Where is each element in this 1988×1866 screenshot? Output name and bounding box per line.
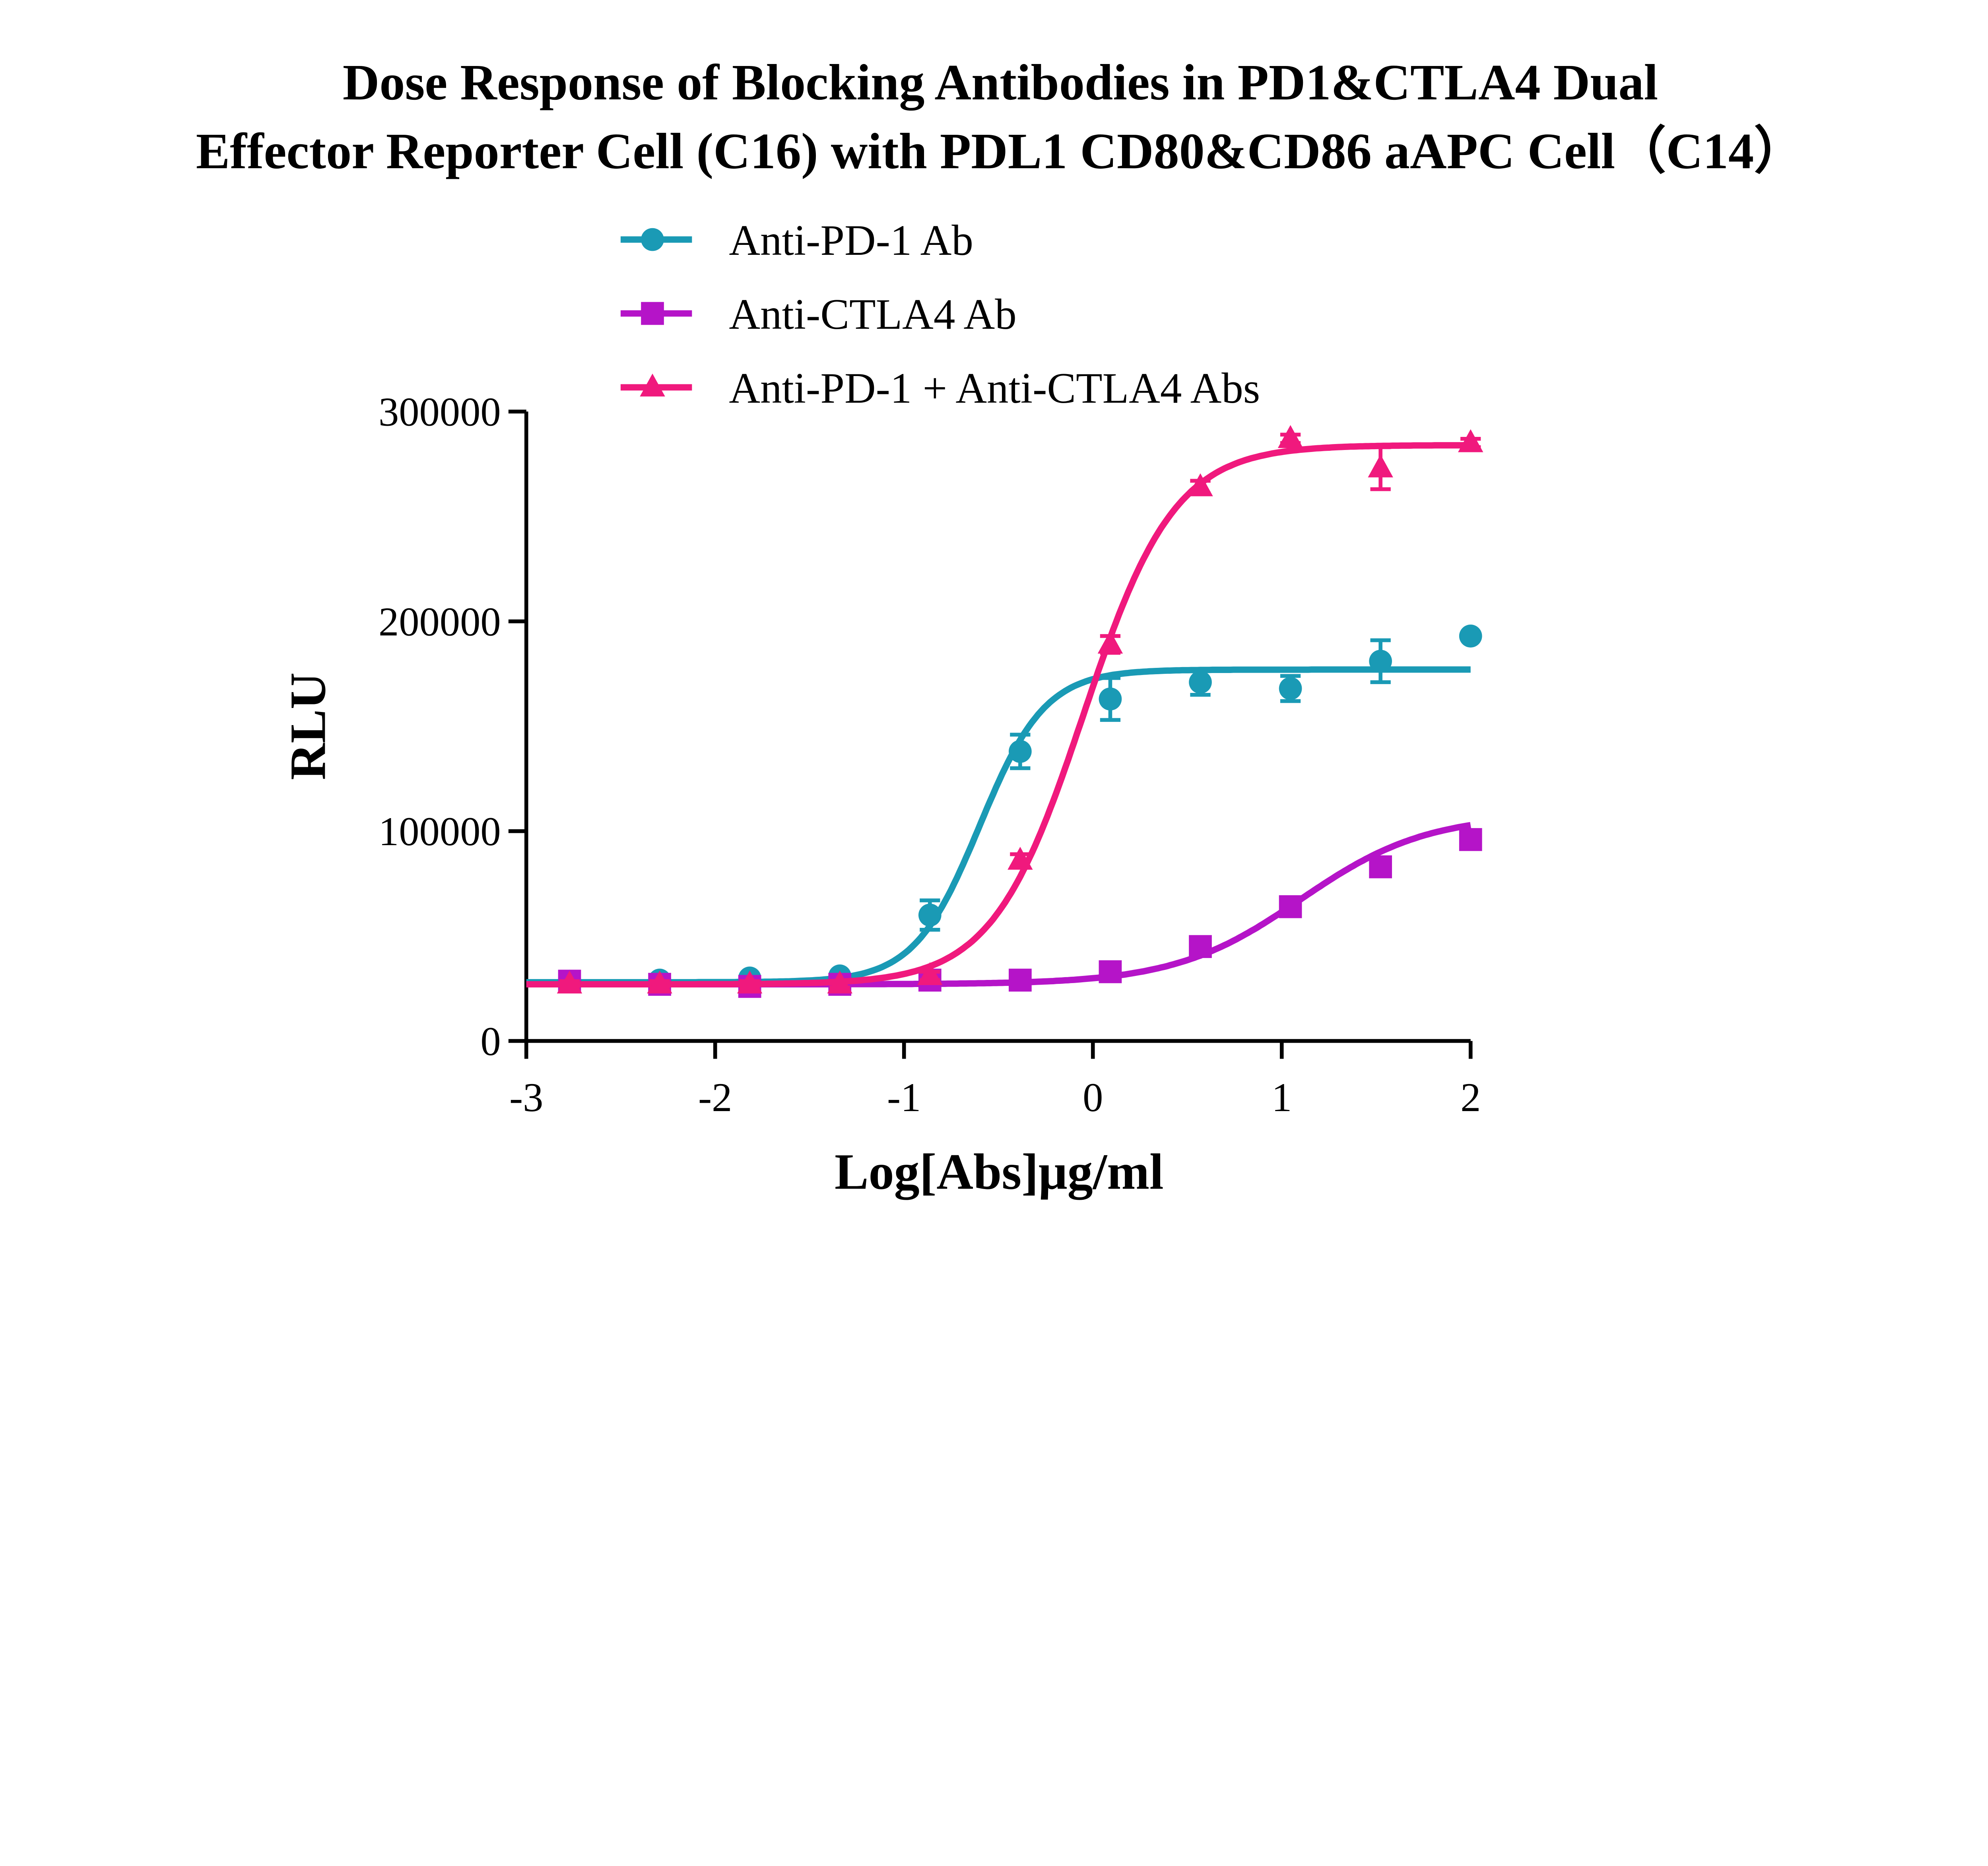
data-point [1459,828,1482,851]
data-point [918,904,942,927]
legend-label: Anti-PD-1 Ab [729,216,973,264]
legend-label: Anti-CTLA4 Ab [729,290,1016,338]
x-tick-label: -2 [698,1075,732,1120]
data-point [1458,429,1483,452]
y-tick-label: 100000 [379,809,501,854]
series-1 [526,625,1482,993]
data-point [1368,454,1393,477]
data-point [1097,630,1123,654]
x-tick-label: 0 [1083,1075,1103,1120]
data-point [557,970,582,994]
axes: -3 -2 -1 0 1 2 0 100000 200000 300000 [379,390,1481,1120]
legend-label: Anti-PD-1 + Anti-CTLA4 Abs [729,364,1260,412]
data-point [827,970,852,994]
fit-curve [526,822,1472,987]
x-tick-label: 1 [1272,1075,1292,1120]
data-point [1099,687,1122,711]
data-point [1459,625,1482,648]
data-point [737,970,763,994]
x-tick-label: -1 [887,1075,921,1120]
data-point [1277,425,1303,448]
data-point [917,962,943,985]
data-point [1188,473,1213,497]
data-point [1189,671,1212,694]
data-point [1008,740,1032,763]
x-tick-label: 2 [1460,1075,1481,1120]
data-point [1099,960,1122,983]
y-tick-label: 200000 [379,599,501,644]
y-tick-label: 300000 [379,390,501,435]
fit-curve [526,666,1471,985]
data-point [1008,847,1033,870]
data-point [1369,650,1392,673]
data-point [647,970,672,994]
y-axis-label: RLU [280,673,336,780]
dose-response-chart: Dose Response of Blocking Antibodies in … [196,54,1805,1200]
x-tick-label: -3 [509,1075,543,1120]
fit-curve [526,442,1471,987]
legend-marker-square [641,302,664,325]
data-point [1189,935,1212,958]
chart-title-line-2: Effector Reporter Cell (C16) with PDL1 C… [196,123,1805,179]
data-point [1279,895,1302,918]
data-point [1279,677,1302,700]
y-tick-label: 0 [480,1019,501,1064]
legend: Anti-PD-1 Ab Anti-CTLA4 Ab Anti-PD-1 + Ant… [620,216,1260,412]
data-point [1369,855,1392,879]
series-2 [526,822,1482,998]
legend-marker-circle [641,228,664,251]
x-axis-label: Log[Abs]μg/ml [835,1143,1164,1200]
data-point [1008,968,1032,992]
legend-marker-triangle [640,373,665,397]
plot-area [526,425,1483,998]
chart-title-line-1: Dose Response of Blocking Antibodies in … [343,54,1658,111]
series-3 [526,425,1483,994]
